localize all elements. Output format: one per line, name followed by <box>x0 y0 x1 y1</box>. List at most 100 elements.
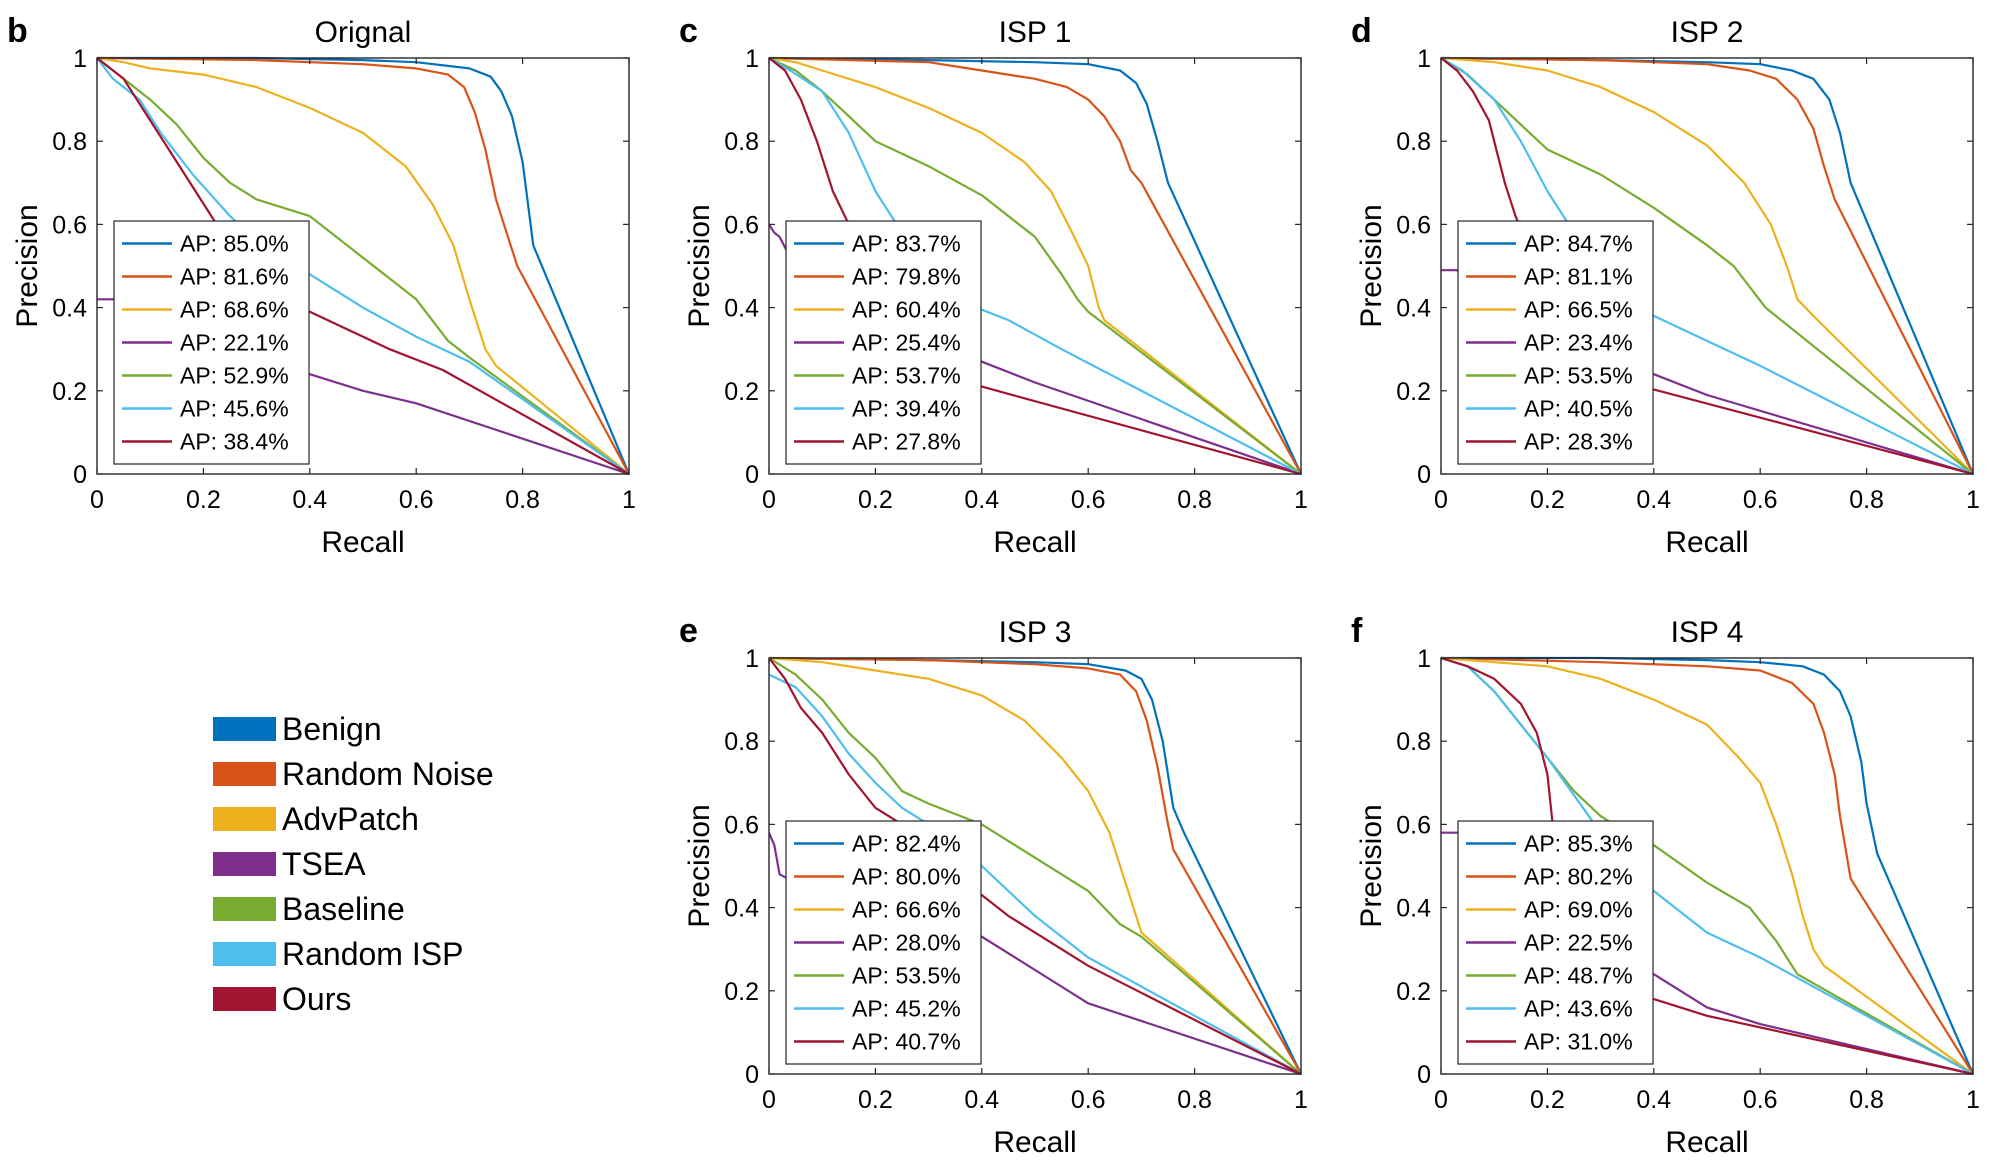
x-tick-label: 0 <box>762 1086 776 1114</box>
series-line-1 <box>1441 656 1975 1075</box>
shared-legend-swatch <box>213 896 276 921</box>
x-tick-label: 0.4 <box>964 486 999 514</box>
series-line-5 <box>769 657 1302 1075</box>
y-tick-label: 0.2 <box>724 978 759 1006</box>
legend-entry: AP: 84.7% <box>1524 231 1633 257</box>
x-tick-label: 1 <box>1966 486 1980 514</box>
axes-box <box>768 57 1302 475</box>
panel-letter: d <box>1351 12 1372 50</box>
y-tick-label: 0.8 <box>724 128 759 156</box>
x-axis-label: Recall <box>1665 526 1748 559</box>
y-tick-label: 0 <box>1417 461 1431 489</box>
shared-legend-label: AdvPatch <box>282 800 419 837</box>
legend-entry: AP: 45.2% <box>852 996 961 1022</box>
shared-legend-item: AdvPatch <box>213 796 494 841</box>
shared-legend-item: Benign <box>213 706 494 751</box>
y-tick-label: 0.6 <box>1396 211 1431 239</box>
legend-entry: AP: 81.6% <box>180 264 289 290</box>
series-line-1 <box>97 56 631 475</box>
legend-entry: AP: 22.1% <box>180 330 289 356</box>
x-tick-label: 0.2 <box>858 1086 893 1114</box>
legend-entry: AP: 43.6% <box>1524 996 1633 1022</box>
shared-legend-swatch <box>213 806 276 831</box>
series-line-2 <box>769 656 1302 1075</box>
x-tick-label: 0.6 <box>1071 486 1106 514</box>
y-tick-label: 0 <box>745 1061 759 1089</box>
y-tick-label: 0.8 <box>52 128 87 156</box>
shared-legend-label: TSEA <box>282 845 366 882</box>
x-tick-label: 0.8 <box>1849 1086 1884 1114</box>
y-tick-label: 0.6 <box>1396 811 1431 839</box>
y-tick-label: 1 <box>745 45 759 73</box>
y-tick-label: 0 <box>745 461 759 489</box>
x-tick-label: 0.4 <box>964 1086 999 1114</box>
shared-legend-item: Random Noise <box>213 751 494 796</box>
y-tick-label: 0.2 <box>1396 378 1431 406</box>
legend-entry: AP: 53.7% <box>852 363 961 389</box>
x-axis-label: Recall <box>1665 1126 1748 1159</box>
shared-legend-label: Benign <box>282 710 382 747</box>
chart-title: ISP 3 <box>999 616 1072 649</box>
series-line-3 <box>769 56 1302 475</box>
legend-entry: AP: 22.5% <box>1524 930 1633 956</box>
x-tick-label: 0.8 <box>1849 486 1884 514</box>
y-tick-label: 0.4 <box>1396 295 1431 323</box>
legend-entry: AP: 45.6% <box>180 396 289 422</box>
legend-entry: AP: 60.4% <box>852 297 961 323</box>
y-tick-label: 0.6 <box>52 211 87 239</box>
shared-legend-label: Ours <box>282 980 352 1017</box>
series-line-1 <box>769 656 1302 1075</box>
y-tick-label: 0.4 <box>52 295 87 323</box>
axes-box <box>768 657 1302 1075</box>
shared-legend-item: Ours <box>213 976 494 1021</box>
x-tick-label: 0.8 <box>1177 486 1212 514</box>
y-tick-label: 1 <box>73 45 87 73</box>
series-line-2 <box>1441 656 1974 1075</box>
x-tick-label: 0.2 <box>186 486 221 514</box>
y-tick-label: 0.8 <box>724 728 759 756</box>
y-tick-label: 0.8 <box>1396 128 1431 156</box>
axes-box <box>96 57 630 475</box>
shared-legend: Benign Random Noise AdvPatch TSEA Baseline Ra… <box>213 706 494 1021</box>
series-line-6 <box>769 673 1302 1075</box>
x-axis-label: Recall <box>321 526 404 559</box>
legend-entry: AP: 83.7% <box>852 231 961 257</box>
legend-entry: AP: 25.4% <box>852 330 961 356</box>
x-tick-label: 0.2 <box>1530 1086 1565 1114</box>
x-tick-label: 1 <box>1294 486 1308 514</box>
legend-entry: AP: 80.2% <box>1524 864 1633 890</box>
legend-entry: AP: 85.3% <box>1524 831 1633 857</box>
x-tick-label: 0.4 <box>1636 486 1671 514</box>
legend-entry: AP: 23.4% <box>1524 330 1633 356</box>
panel-letter: e <box>679 612 698 650</box>
x-tick-label: 0.8 <box>1177 1086 1212 1114</box>
legend: AP: 85.0% AP: 81.6% AP: 68.6% AP: 22.1% AP: … <box>113 220 310 465</box>
y-tick-label: 0.4 <box>724 295 759 323</box>
x-tick-label: 1 <box>1294 1086 1308 1114</box>
legend-entry: AP: 27.8% <box>852 429 961 455</box>
legend-entry: AP: 28.3% <box>1524 429 1633 455</box>
series-line-6 <box>1441 656 1974 1075</box>
shared-legend-swatch <box>213 941 276 966</box>
x-tick-label: 0 <box>762 486 776 514</box>
y-axis-label: Precision <box>11 204 44 327</box>
y-axis-label: Precision <box>1355 204 1388 327</box>
legend-entry: AP: 68.6% <box>180 297 289 323</box>
x-tick-label: 0.6 <box>399 486 434 514</box>
series-line-2 <box>97 56 630 475</box>
x-tick-label: 0 <box>1434 1086 1448 1114</box>
y-tick-label: 0 <box>1417 1061 1431 1089</box>
y-axis-label: Precision <box>1355 804 1388 927</box>
shared-legend-item: TSEA <box>213 841 494 886</box>
legend-entry: AP: 85.0% <box>180 231 289 257</box>
x-tick-label: 1 <box>1966 1086 1980 1114</box>
panel-letter: b <box>7 12 28 50</box>
shared-legend-swatch <box>213 761 276 786</box>
axes-box <box>1440 57 1974 475</box>
y-tick-label: 0.6 <box>724 811 759 839</box>
x-tick-label: 0.4 <box>292 486 327 514</box>
panel-letter: f <box>1351 612 1363 650</box>
legend-entry: AP: 39.4% <box>852 396 961 422</box>
y-tick-label: 0.2 <box>1396 978 1431 1006</box>
legend-entry: AP: 52.9% <box>180 363 289 389</box>
